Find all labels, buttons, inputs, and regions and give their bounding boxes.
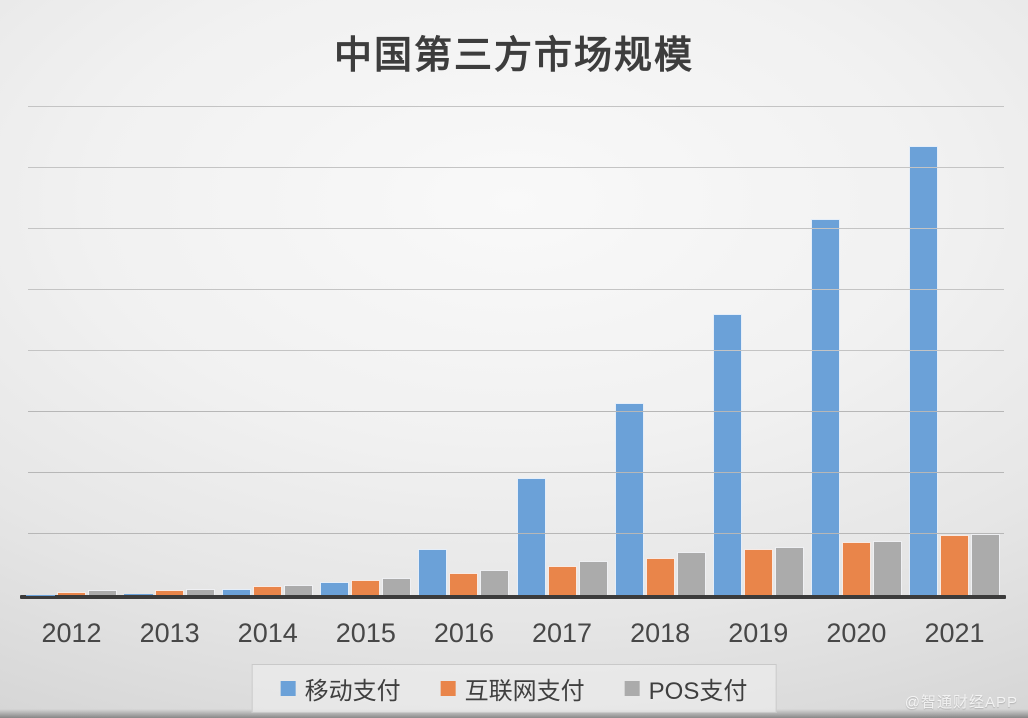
x-axis-label-2014: 2014 (237, 618, 298, 648)
bar-移动支付-2015 (320, 581, 350, 595)
x-axis-label-2018: 2018 (630, 618, 691, 648)
watermark: @智通财经APP (904, 694, 1018, 711)
bar-POS支付-2018 (676, 552, 706, 595)
gridline (28, 411, 1004, 412)
bar-group-2017: 2017 (516, 477, 608, 647)
legend-label: 移动支付 (304, 678, 401, 705)
bar-互联网支付-2017 (547, 565, 577, 595)
bar-POS支付-2017 (578, 561, 608, 595)
gridline (28, 106, 1004, 107)
bar-互联网支付-2020 (841, 541, 871, 595)
bar-互联网支付-2013 (155, 589, 185, 595)
bar-移动支付-2016 (418, 549, 448, 595)
bar-互联网支付-2015 (351, 580, 381, 595)
bar-互联网支付-2016 (449, 573, 479, 595)
bar-移动支付-2014 (222, 588, 252, 595)
bar-POS支付-2020 (872, 541, 902, 595)
bar-互联网支付-2012 (57, 591, 86, 595)
gridline (28, 167, 1004, 168)
bar-互联网支付-2014 (253, 586, 283, 595)
legend-label: POS支付 (648, 678, 748, 705)
gridline (28, 228, 1004, 229)
gridline (28, 533, 1004, 534)
x-axis-label-2019: 2019 (728, 618, 789, 648)
bar-group-2014: 2014 (222, 584, 314, 647)
bar-POS支付-2021 (970, 534, 1000, 595)
x-axis-label-2015: 2015 (335, 618, 396, 648)
x-axis-label-2016: 2016 (433, 618, 494, 648)
x-axis-label-2013: 2013 (139, 618, 200, 648)
gridline (28, 289, 1004, 290)
bar-group-2020: 2020 (810, 218, 902, 647)
bar-POS支付-2013 (186, 589, 216, 595)
bar-移动支付-2013 (124, 594, 154, 595)
bar-移动支付-2018 (614, 402, 644, 595)
x-axis-label-2020: 2020 (826, 618, 887, 648)
bar-互联网支付-2019 (743, 549, 773, 595)
bar-POS支付-2019 (774, 547, 804, 595)
legend-swatch-icon (440, 681, 456, 696)
bar-group-2018: 2018 (614, 402, 706, 647)
bar-移动支付-2019 (712, 314, 742, 595)
legend-swatch-icon (280, 681, 296, 696)
bar-POS支付-2014 (284, 584, 314, 595)
bar-group-2021: 2021 (908, 146, 1000, 647)
bar-移动支付-2020 (810, 218, 840, 595)
legend-label: 互联网支付 (464, 678, 585, 705)
bar-移动支付-2021 (908, 146, 938, 595)
x-axis-label-2021: 2021 (924, 618, 985, 648)
x-axis-label-2017: 2017 (532, 618, 593, 648)
bar-group-2013: 2013 (124, 589, 216, 647)
bar-group-2019: 2019 (712, 314, 804, 647)
x-axis-line (20, 595, 1006, 599)
bar-groups: 2012 2013 2014 2015 2016 2017 2018 2019 2020 2021 (22, 107, 1008, 647)
bar-POS支付-2016 (480, 570, 510, 595)
bar-移动支付-2017 (516, 477, 546, 595)
gridline (28, 350, 1004, 351)
legend: 移动支付 互联网支付 POS支付 (251, 664, 777, 713)
legend-item-POS支付: POS支付 (624, 671, 748, 706)
bar-互联网支付-2018 (645, 558, 675, 595)
bar-互联网支付-2021 (939, 534, 969, 595)
bar-POS支付-2015 (382, 577, 412, 595)
plot-area: 2012 2013 2014 2015 2016 2017 2018 2019 2020 2021 (20, 106, 1008, 647)
chart-title: 中国第三方市场规模 (333, 35, 694, 77)
bar-group-2012: 2012 (26, 590, 117, 647)
bar-POS支付-2012 (88, 590, 117, 595)
legend-item-互联网支付: 互联网支付 (440, 671, 585, 706)
gridline (28, 472, 1004, 473)
legend-item-移动支付: 移动支付 (280, 671, 401, 706)
bar-group-2016: 2016 (418, 549, 510, 647)
legend-swatch-icon (624, 681, 640, 696)
x-axis-label-2012: 2012 (41, 618, 102, 648)
bar-group-2015: 2015 (320, 577, 412, 647)
